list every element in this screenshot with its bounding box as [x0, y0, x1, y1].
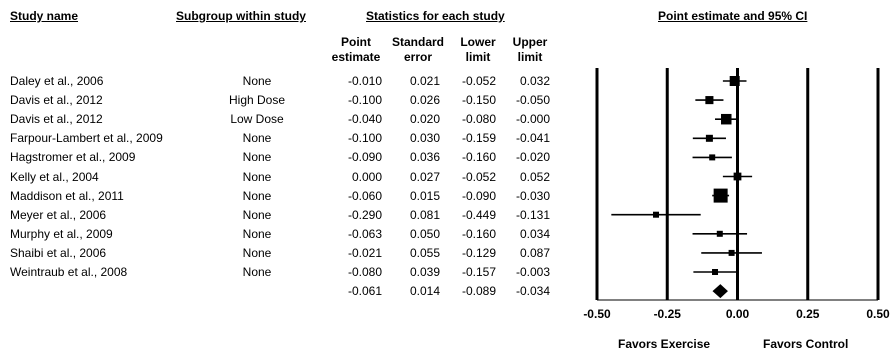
study-name: Kelly et al., 2004: [10, 169, 99, 184]
study-name: Maddison et al., 2011: [10, 188, 124, 203]
point-estimate-marker: [712, 269, 719, 275]
study-se: 0.020: [409, 112, 440, 127]
study-estimate: -0.060: [347, 188, 382, 203]
point-estimate-marker: [729, 76, 740, 86]
study-estimate: -0.290: [347, 207, 382, 222]
study-se: 0.015: [409, 188, 440, 203]
header-lower-limit: Lower limit: [460, 35, 496, 64]
study-subgroup: None: [242, 245, 272, 260]
study-se: 0.036: [409, 150, 440, 165]
header-standard-error: Standard error: [391, 35, 444, 64]
tick-label: 0.00: [726, 307, 750, 321]
study-lower: -0.150: [461, 93, 496, 108]
study-name: Farpour-Lambert et al., 2009: [10, 131, 163, 146]
study-upper: -0.000: [515, 112, 550, 127]
study-upper: -0.131: [515, 207, 550, 222]
point-estimate-marker: [705, 134, 713, 142]
study-name: Meyer et al., 2006: [10, 207, 107, 222]
study-lower: -0.052: [461, 169, 496, 184]
study-lower: -0.052: [461, 74, 496, 88]
study-subgroup: None: [242, 131, 272, 146]
summary-se: 0.014: [409, 284, 440, 299]
study-se: 0.026: [409, 93, 440, 108]
study-upper: -0.041: [515, 131, 550, 146]
study-lower: -0.160: [461, 226, 496, 241]
study-lower: -0.159: [461, 131, 496, 146]
point-estimate-marker: [713, 188, 728, 203]
header-plot: Point estimate and 95% CI: [658, 9, 808, 23]
study-name: Shaibi et al., 2006: [10, 245, 107, 260]
favors-control-label: Favors Control: [763, 337, 849, 351]
study-se: 0.055: [409, 245, 440, 260]
header-study-name: Study name: [10, 9, 79, 23]
study-se: 0.027: [409, 169, 440, 184]
study-name: Davis et al., 2012: [10, 112, 103, 127]
study-se: 0.039: [409, 265, 440, 279]
study-se: 0.021: [409, 74, 440, 88]
study-subgroup: None: [242, 265, 272, 279]
favors-exercise-label: Favors Exercise: [618, 337, 711, 351]
tick-label: 0.50: [866, 307, 890, 321]
study-upper: -0.020: [515, 150, 550, 165]
study-lower: -0.160: [461, 150, 496, 165]
study-estimate: -0.063: [347, 226, 382, 241]
study-lower: -0.090: [461, 188, 496, 203]
header-upper-limit: Upper limit: [512, 35, 548, 64]
point-estimate-marker: [705, 96, 714, 105]
point-estimate-marker: [721, 113, 732, 125]
study-upper: -0.050: [515, 93, 550, 108]
tick-label: -0.50: [583, 307, 611, 321]
study-se: 0.030: [409, 131, 440, 146]
study-name: Murphy et al., 2009: [10, 226, 113, 241]
tick-label: -0.25: [654, 307, 682, 321]
study-lower: -0.449: [461, 207, 496, 222]
study-estimate: -0.100: [347, 131, 382, 146]
study-upper: 0.052: [519, 169, 550, 184]
study-subgroup: None: [242, 150, 272, 165]
study-subgroup: None: [242, 74, 272, 88]
study-lower: -0.129: [461, 245, 496, 260]
summary-lower: -0.089: [461, 284, 496, 299]
study-estimate: -0.080: [347, 265, 382, 279]
study-estimate: -0.100: [347, 93, 382, 108]
study-estimate: -0.021: [347, 245, 382, 260]
study-subgroup: None: [242, 188, 272, 203]
study-upper: -0.030: [515, 188, 550, 203]
study-lower: -0.080: [461, 112, 496, 127]
study-se: 0.050: [409, 226, 440, 241]
study-estimate: 0.000: [351, 169, 382, 184]
point-estimate-marker: [716, 230, 723, 237]
point-estimate-marker: [733, 172, 742, 181]
summary-estimate: -0.061: [347, 284, 382, 299]
summary-upper: -0.034: [515, 284, 550, 299]
study-subgroup: None: [242, 207, 272, 222]
header-statistics: Statistics for each study: [366, 9, 505, 23]
study-se: 0.081: [409, 207, 440, 222]
summary-diamond: [712, 284, 728, 299]
header-subgroup: Subgroup within study: [176, 9, 306, 23]
study-upper: 0.034: [519, 226, 550, 241]
study-estimate: -0.010: [347, 74, 382, 88]
study-name: Weintraub et al., 2008: [10, 265, 128, 279]
study-upper: -0.003: [515, 265, 550, 279]
study-estimate: -0.040: [347, 112, 382, 127]
study-name: Davis et al., 2012: [10, 93, 103, 108]
study-estimate: -0.090: [347, 150, 382, 165]
study-subgroup: High Dose: [228, 93, 286, 108]
point-estimate-marker: [709, 154, 716, 161]
study-subgroup: None: [242, 169, 272, 184]
study-upper: 0.032: [519, 74, 550, 88]
study-subgroup: None: [242, 226, 272, 241]
study-name: Daley et al., 2006: [10, 74, 104, 88]
point-estimate-marker: [653, 211, 660, 218]
study-lower: -0.157: [461, 265, 496, 279]
tick-label: 0.25: [796, 307, 820, 321]
study-upper: 0.087: [519, 245, 550, 260]
study-name: Hagstromer et al., 2009: [10, 150, 136, 165]
study-subgroup: Low Dose: [230, 112, 284, 127]
header-point-estimate: Point estimate: [331, 35, 381, 64]
point-estimate-marker: [728, 249, 735, 256]
